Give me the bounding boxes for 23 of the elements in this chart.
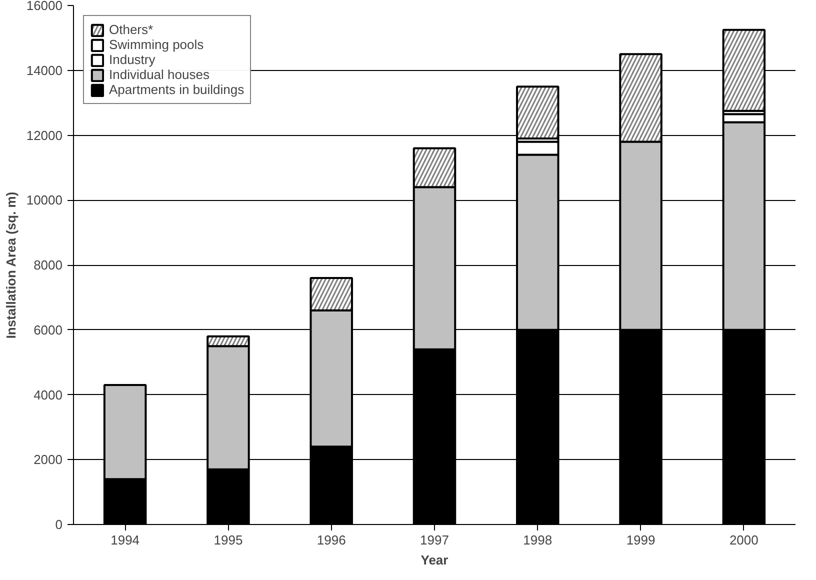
y-axis-title: Installation Area (sq. m)	[3, 192, 18, 339]
x-tick-label: 1995	[214, 532, 243, 548]
y-tick-label: 10000	[26, 192, 63, 208]
y-tick-label: 4000	[34, 387, 62, 402]
y-tick-label: 0	[55, 517, 63, 532]
y-tick-label: 2000	[34, 452, 62, 468]
legend-label: Apartments in buildings	[109, 82, 244, 97]
x-tick-label: 1996	[316, 532, 346, 548]
y-tick-label: 8000	[34, 258, 62, 272]
x-tick-label: 1999	[626, 532, 656, 548]
y-tick-label: 14000	[26, 62, 63, 78]
x-tick-label: 2000	[729, 532, 758, 548]
legend-label: Others*	[109, 22, 154, 37]
x-axis-title: Year	[420, 552, 448, 568]
x-tick-label: 1997	[420, 532, 449, 548]
legend-label: Industry	[109, 52, 156, 67]
x-tick-label: 1998	[523, 532, 552, 548]
legend-label: Swimming pools	[109, 37, 204, 52]
x-tick-label: 1994	[110, 532, 140, 548]
y-tick-label: 16000	[26, 0, 63, 13]
y-tick-label: 12000	[26, 128, 63, 143]
legend-label: Individual houses	[109, 67, 210, 82]
y-tick-label: 6000	[34, 322, 62, 338]
